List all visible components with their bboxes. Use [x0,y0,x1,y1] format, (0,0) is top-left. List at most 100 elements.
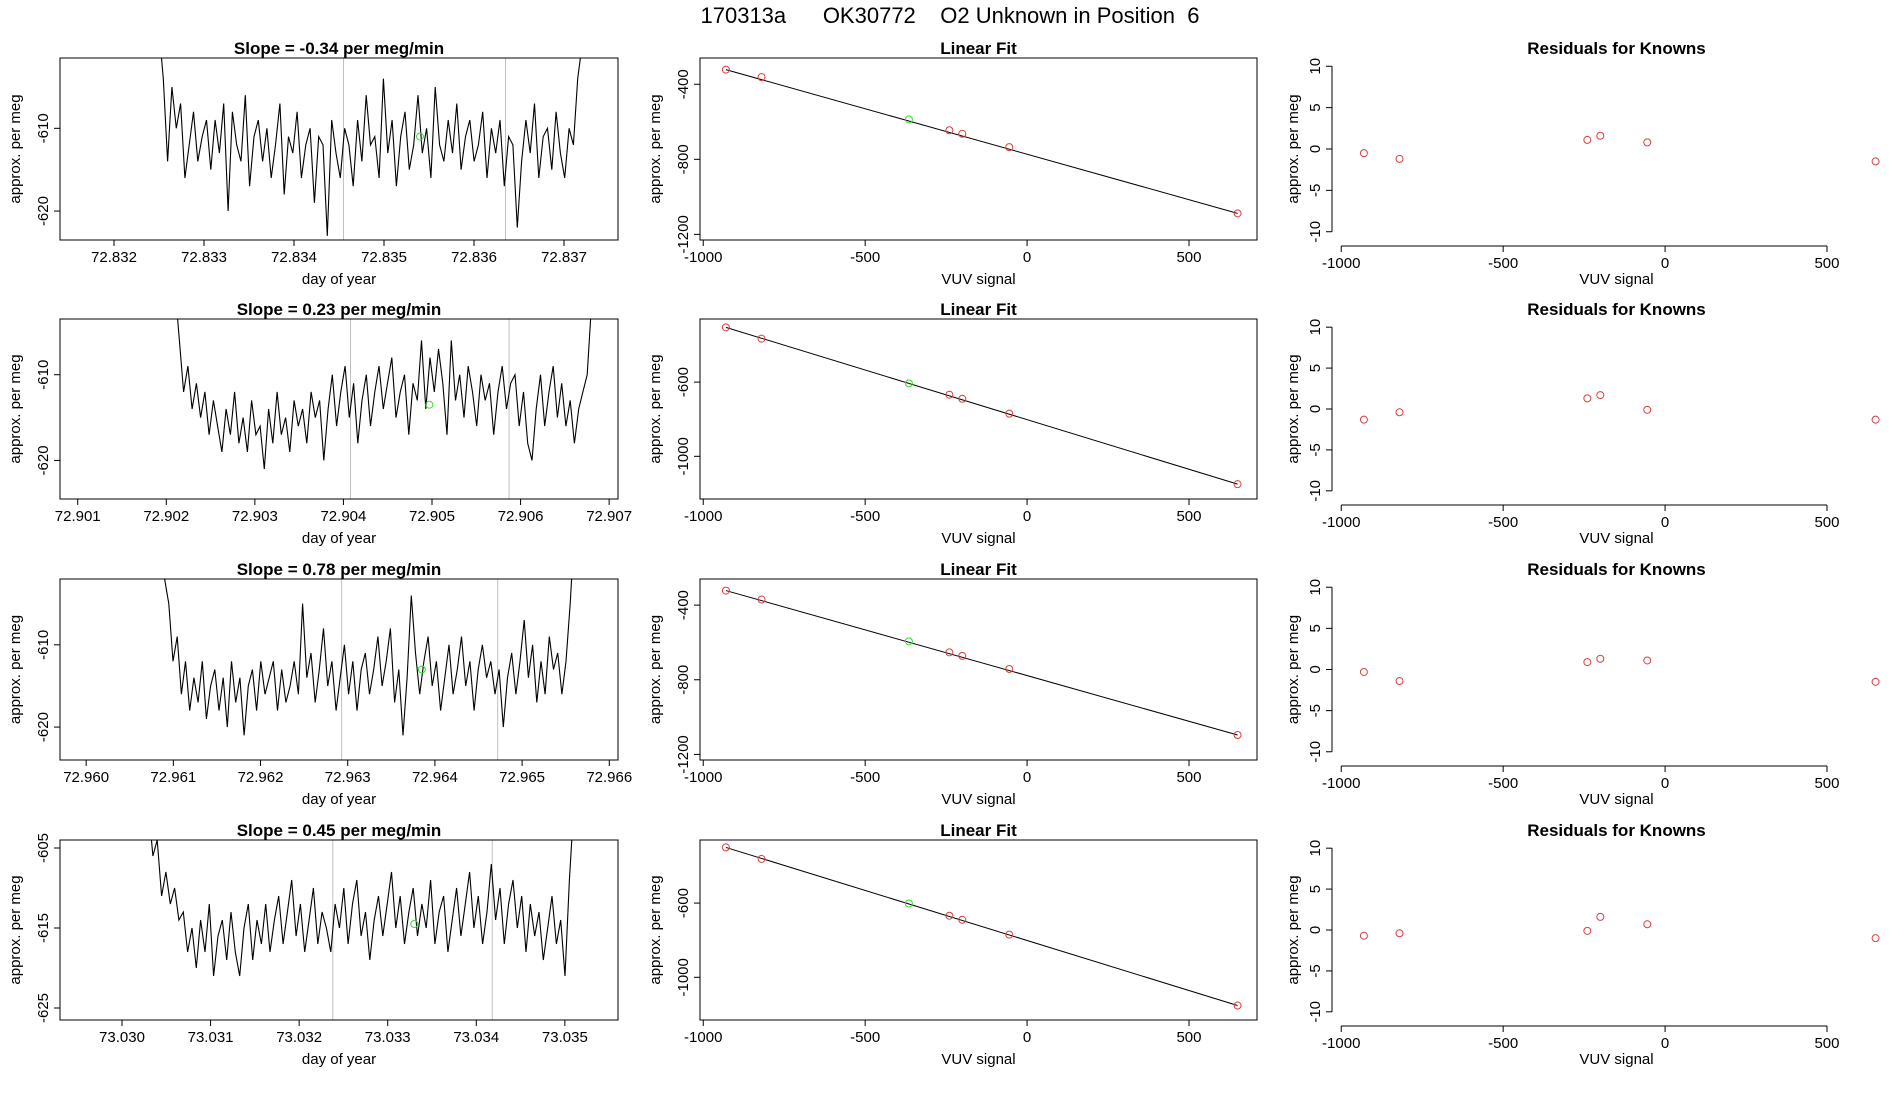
y-tick-label: -600 [675,888,692,918]
y-axis-label: approx. per meg [647,615,664,724]
x-tick-label: 72.832 [91,249,137,266]
residual-point [1871,934,1880,943]
x-tick-label: -1000 [684,769,722,786]
x-tick-label: 0 [1023,769,1031,786]
series-line [164,579,573,736]
residual-point [1871,677,1880,686]
known-point [945,126,954,135]
x-tick-label: 72.902 [143,508,189,525]
residual-point [1395,154,1404,163]
x-tick-label: 72.964 [412,769,458,786]
unknown-point [416,132,424,141]
known-point [1233,480,1242,489]
y-axis-label: approx. per meg [1285,354,1302,463]
y-tick-label: 5 [1307,624,1324,632]
x-tick-label: 0 [1661,514,1669,531]
y-axis-label: approx. per meg [1285,94,1302,203]
x-tick-label: 73.030 [99,1029,145,1046]
y-tick-label: -800 [675,665,692,695]
known-point [958,129,967,138]
x-tick-label: 72.907 [586,508,632,525]
x-tick-label: 72.904 [320,508,366,525]
unknown-point [904,115,913,124]
y-tick-label: 5 [1307,103,1324,111]
x-axis-label: day of year [302,1051,376,1068]
x-tick-label: -1000 [684,249,722,266]
y-tick-label: 10 [1307,58,1324,75]
chart-panel-residuals-4: Residuals for Knowns -1000 -500 0 500 10 5 0 -5 -… [1285,821,1880,1068]
unknown-point [410,920,419,928]
y-tick-label: -5 [1307,184,1324,197]
y-tick-label: -600 [675,367,692,397]
plot-content [160,58,581,240]
page-title: 170313a OK30772 O2 Unknown in Position 6 [700,3,1200,28]
y-tick-label: 5 [1307,364,1324,372]
series-line [160,58,581,236]
y-tick-label: -620 [35,712,52,742]
known-point [757,854,766,863]
residual-point [1596,654,1605,663]
x-tick-label: 72.833 [181,249,227,266]
known-point [958,915,967,924]
known-point [721,586,730,595]
x-axis-label: VUV signal [941,791,1015,808]
x-tick-label: 72.903 [232,508,278,525]
plot-frame [59,839,619,1021]
x-axis-label: VUV signal [1579,1051,1653,1068]
y-tick-label: -615 [35,913,52,943]
x-tick-label: -500 [850,508,880,525]
y-tick-label: -610 [35,360,52,390]
y-tick-label: 10 [1307,840,1324,857]
y-axis-label: approx. per meg [647,875,664,984]
plot-frame [59,578,619,761]
residual-point [1395,408,1404,417]
x-tick-label: 72.837 [541,249,587,266]
x-tick-label: 72.905 [409,508,455,525]
residual-point [1583,926,1592,935]
y-tick-label: -1200 [675,215,692,253]
known-point [1233,209,1242,218]
x-tick-label: -1000 [684,508,722,525]
x-tick-label: -1000 [1322,255,1360,272]
x-tick-label: 72.963 [325,769,371,786]
y-tick-label: -620 [35,445,52,475]
x-tick-label: 72.901 [55,508,101,525]
y-axis-label: approx. per meg [7,94,24,203]
known-point [958,394,967,403]
chart-title: Residuals for Knowns [1527,39,1706,58]
y-tick-label: -610 [35,113,52,143]
y-axis-label: approx. per meg [7,354,24,463]
x-tick-label: 500 [1176,249,1201,266]
plot-frame [59,57,619,241]
y-tick-label: -1000 [675,958,692,996]
chart-panel-timeseries-4: Slope = 0.45 per meg/min 73.030 73.031 73.0… [7,821,619,1068]
y-tick-label: 0 [1307,665,1324,673]
y-axis-label: approx. per meg [7,875,24,984]
x-tick-label: -500 [1488,1035,1518,1052]
known-point [1005,143,1014,152]
y-tick-label: -10 [1307,221,1324,243]
x-tick-label: 500 [1176,508,1201,525]
residual-point [1643,656,1652,665]
chart-title: Slope = 0.23 per meg/min [237,300,442,319]
known-point [757,73,766,82]
chart-panel-residuals-1: Residuals for Knowns -1000 -500 0 500 10 5 0 -5 -… [1285,39,1880,288]
residual-point [1583,658,1592,667]
known-point [757,334,766,343]
x-tick-label: 0 [1661,775,1669,792]
x-tick-label: 500 [1814,514,1839,531]
y-tick-label: -400 [675,590,692,620]
x-tick-label: 0 [1023,508,1031,525]
chart-title: Slope = -0.34 per meg/min [234,39,444,58]
fit-line [725,590,1238,736]
residual-point [1583,394,1592,403]
x-tick-label: 73.033 [365,1029,411,1046]
chart-panel-linear_fit-3: Linear Fit -1000 -500 0 500 -400 -800 -1200 VUV … [647,560,1258,808]
x-tick-label: 0 [1023,249,1031,266]
plot-content [177,319,592,499]
y-tick-label: 0 [1307,145,1324,153]
residual-point [1596,131,1605,140]
x-tick-label: 73.031 [188,1029,234,1046]
plot-content [1359,131,1880,166]
